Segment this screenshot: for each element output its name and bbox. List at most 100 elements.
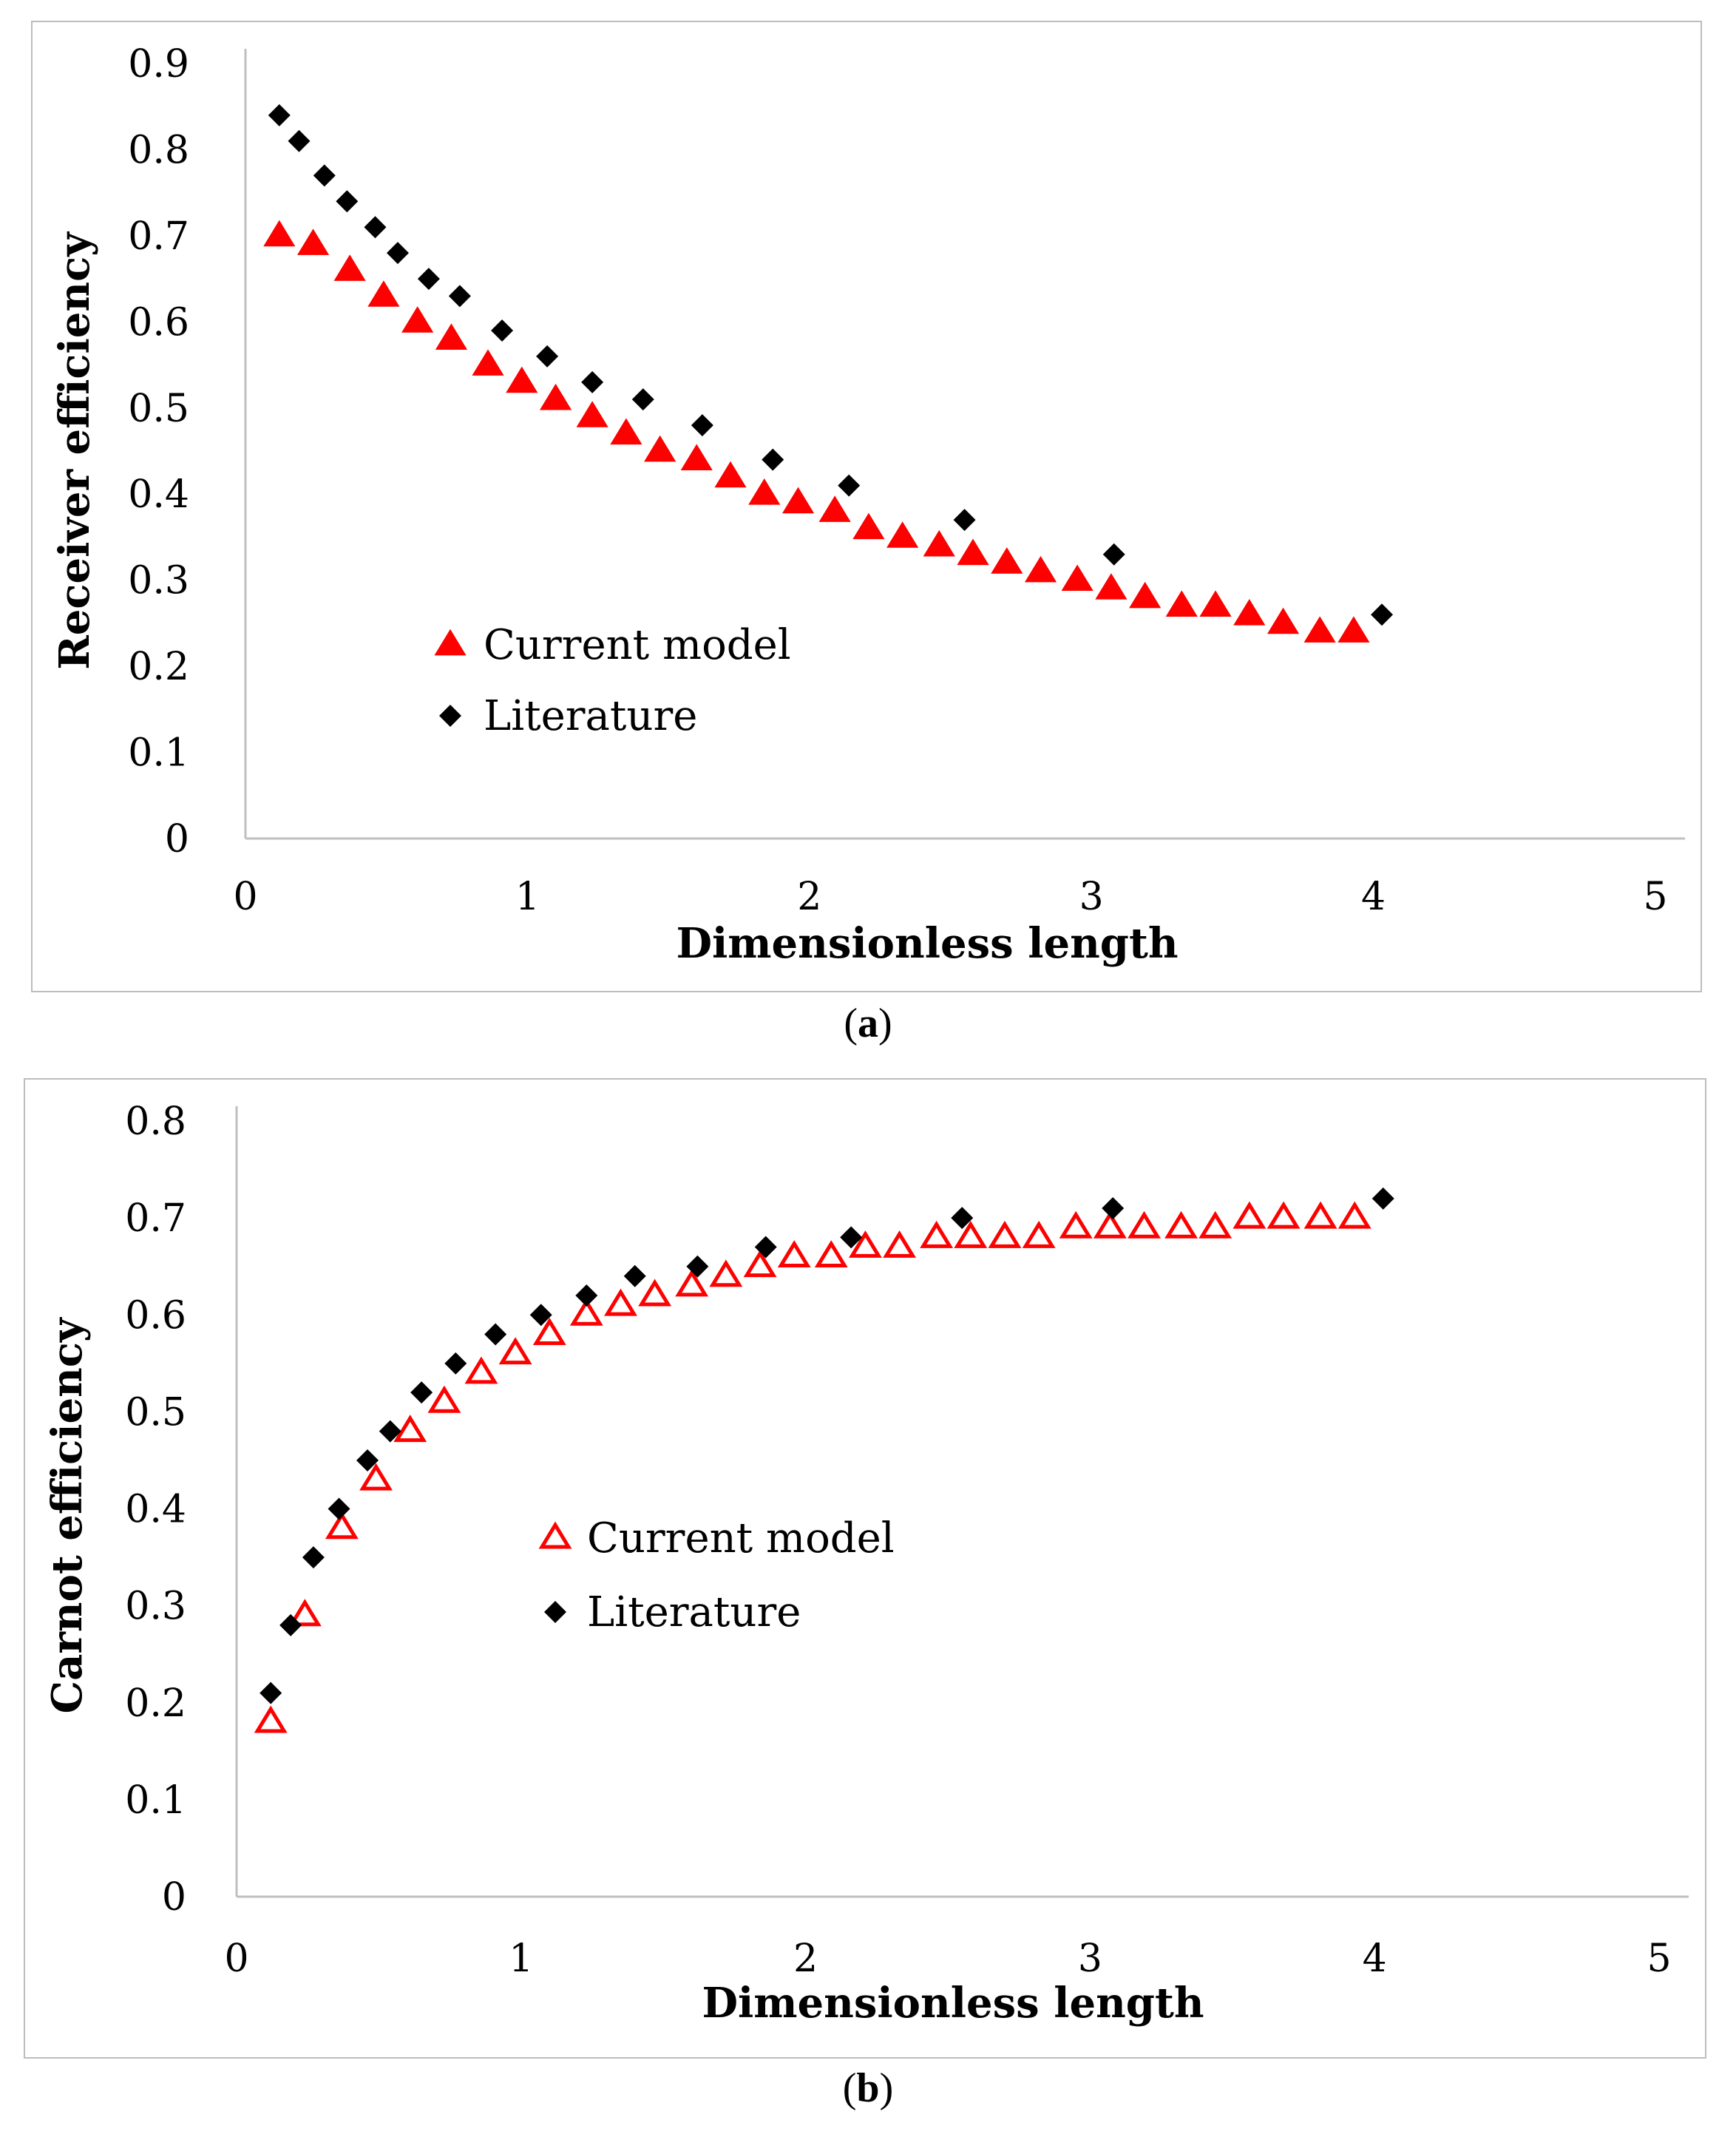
chart-b-x-tick-label: 1 — [509, 1937, 533, 1981]
chart-a-legend-current-model-icon — [434, 629, 467, 656]
chart-a-current-model-point — [1337, 616, 1370, 643]
chart-a-current-model-point — [886, 521, 919, 548]
chart-a-x-tick-label: 3 — [1079, 875, 1104, 919]
chart-a-x-tick-label: 4 — [1361, 875, 1386, 919]
chart-a-literature-point — [268, 104, 291, 126]
chart-a-x-tick-label: 1 — [515, 875, 540, 919]
chart-b-current-model-point — [988, 1220, 1022, 1248]
chart-a-current-model-point — [1199, 590, 1232, 617]
chart-b-current-model-point — [288, 1599, 322, 1627]
chart-a-current-model-point — [1165, 590, 1198, 617]
chart-a-current-model-point — [296, 228, 330, 255]
chart-b-current-model-point — [1267, 1201, 1301, 1229]
chart-b-current-model-point — [1303, 1201, 1337, 1229]
chart-a-literature-point — [364, 216, 387, 239]
chart-b-current-model-point — [814, 1240, 848, 1268]
chart-a-current-model-point — [644, 435, 677, 462]
chart-a-y-tick-label: 0.5 — [128, 387, 189, 431]
chart-a-current-model-point — [957, 538, 989, 566]
chart-b-svg: 0 0.1 0.2 0.3 0.4 0.5 0.6 0.7 0.8 0 1 2 3 4 5 Dimension… — [43, 1100, 1689, 2028]
chart-b-legend-current-model-icon — [538, 1521, 572, 1549]
chart-a-y-tick-label: 0.1 — [128, 731, 189, 776]
chart-a-current-model-point — [506, 366, 538, 393]
chart-a-literature-point — [313, 164, 336, 187]
chart-a-current-model-point — [1095, 573, 1128, 600]
chart-a-current-model-point — [472, 349, 504, 376]
chart-a-current-model-point — [401, 306, 434, 333]
chart-b-literature-point — [410, 1381, 433, 1404]
chart-a-y-tick-label: 0.2 — [128, 645, 189, 689]
caption-b: (b) — [842, 2065, 894, 2111]
chart-b-y-tick-label: 0.2 — [125, 1681, 186, 1726]
chart-b-current-model-point — [393, 1415, 427, 1443]
chart-b-current-model-point — [883, 1230, 917, 1258]
chart-b-current-model-point — [777, 1240, 811, 1268]
chart-a-current-model-point — [1024, 555, 1057, 583]
chart-b-current-model-point — [848, 1230, 882, 1258]
chart-b-y-tick-label: 0.4 — [125, 1488, 186, 1532]
chart-a-current-model-point — [610, 418, 642, 445]
caption-b-label: b — [856, 2065, 880, 2111]
chart-a-x-axis-title: Dimensionless length — [676, 919, 1178, 968]
chart-b-literature-point — [484, 1323, 507, 1346]
chart-a-y-tick-label: 0.3 — [128, 559, 189, 603]
chart-a-y-tick-label: 0 — [165, 817, 189, 861]
chart-a-legend-literature-icon — [439, 705, 461, 727]
chart-a-current-model-point — [781, 487, 815, 514]
chart-b-current-model-point — [920, 1220, 954, 1248]
chart-a-current-model-point — [923, 529, 955, 557]
chart-b-current-model-point — [1022, 1220, 1056, 1248]
chart-b-x-axis-title: Dimensionless length — [702, 1979, 1204, 2028]
chart-b-y-axis-title: Carnot efficiency — [43, 1317, 92, 1713]
chart-a-x-tick-label: 5 — [1643, 875, 1667, 919]
chart-a-literature-point — [386, 242, 409, 265]
chart-b-legend-label: Literature — [587, 1588, 801, 1636]
chart-b-current-model-point — [1233, 1201, 1267, 1229]
chart-a-current-model-point — [852, 512, 885, 540]
chart-b-x-tick-label: 0 — [224, 1937, 248, 1981]
chart-a-current-model-point — [367, 280, 400, 307]
chart-a-current-model-point — [1267, 607, 1300, 634]
chart-a-literature-point — [536, 345, 559, 368]
chart-b-y-tick-label: 0 — [162, 1875, 186, 1920]
chart-b-current-model-point — [638, 1278, 672, 1307]
chart-b-y-tick-label: 0.3 — [125, 1585, 186, 1629]
chart-b-literature-point — [1102, 1197, 1125, 1220]
chart-a-y-axis-title: Receiver efficiency — [50, 231, 99, 670]
chart-b-current-model-point — [532, 1317, 566, 1345]
chart-a-literature-point — [631, 388, 654, 411]
chart-b-y-tick-label: 0.6 — [125, 1293, 186, 1338]
chart-a-current-model-point — [333, 254, 366, 281]
chart-b-literature-point — [356, 1449, 379, 1471]
chart-a-x-tick-label: 2 — [797, 875, 821, 919]
chart-a-literature-point — [448, 285, 471, 308]
chart-b-current-model-point — [569, 1298, 603, 1326]
chart-b-current-model-point — [325, 1511, 359, 1540]
chart-a-literature-point — [491, 319, 514, 342]
chart-b-y-tick-label: 0.8 — [125, 1100, 186, 1144]
chart-b-literature-point — [302, 1546, 325, 1569]
chart-b-literature-point — [328, 1497, 350, 1520]
chart-b-current-model-point — [675, 1269, 709, 1297]
chart-a-current-model-point — [680, 444, 713, 471]
chart-b-x-tick-label: 3 — [1078, 1937, 1102, 1981]
chart-a-x-tick-label: 0 — [233, 875, 257, 919]
chart-panel-b: 0 0.1 0.2 0.3 0.4 0.5 0.6 0.7 0.8 0 1 2 3 4 5 Dimension… — [24, 1078, 1706, 2059]
chart-b-literature-point — [840, 1226, 863, 1249]
chart-a-current-model-point — [1233, 599, 1266, 626]
chart-a-y-tick-label: 0.6 — [128, 300, 189, 345]
chart-b-current-model-point — [1093, 1210, 1127, 1239]
caption-a-label: a — [858, 1000, 878, 1046]
caption-a: (a) — [844, 1000, 892, 1046]
chart-a-y-tick-label: 0.7 — [128, 214, 189, 259]
chart-b-legend-label: Current model — [587, 1514, 895, 1562]
chart-b-literature-point — [260, 1681, 282, 1704]
chart-a-literature-point — [417, 268, 440, 291]
chart-b-literature-point — [529, 1304, 552, 1327]
chart-a-literature-point — [691, 414, 713, 437]
chart-b-y-tick-label: 0.1 — [125, 1778, 186, 1823]
chart-a-current-model-point — [263, 220, 296, 247]
chart-b-x-tick-label: 2 — [793, 1937, 818, 1981]
chart-b-x-tick-label: 5 — [1647, 1937, 1671, 1981]
chart-b-current-model-point — [1337, 1201, 1371, 1229]
